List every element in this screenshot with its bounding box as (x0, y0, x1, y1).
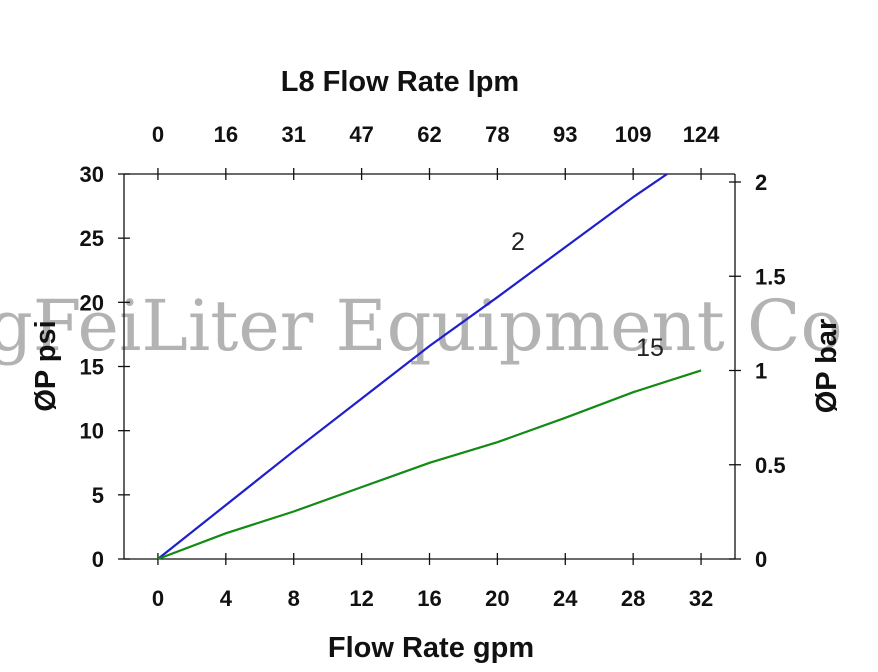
y2-tick-label: 0 (755, 547, 767, 572)
y2-tick-label: 1 (755, 359, 767, 384)
x2-tick-label: 124 (683, 122, 720, 147)
x-axis-label: Flow Rate gpm (328, 632, 534, 664)
watermark-text: gFeiLiter Equipment Co (0, 285, 843, 367)
x-tick-label: 4 (220, 586, 233, 611)
series-label-15: 15 (636, 334, 664, 362)
y-tick-label: 25 (80, 226, 104, 251)
y-tick-label: 0 (92, 547, 104, 572)
x-tick-label: 0 (152, 586, 164, 611)
y-tick-label: 15 (80, 355, 104, 380)
series-group: 2 15 (157, 173, 702, 561)
y2-tick-label: 2 (755, 170, 767, 195)
ticks: 0 4 8 12 16 20 24 28 320 16 31 47 62 78 93 109 124051015… (80, 122, 786, 611)
x2-tick-label: 109 (615, 122, 652, 147)
x2-tick-label: 78 (485, 122, 509, 147)
y-tick-label: 5 (92, 483, 104, 508)
y-axis-label: ØP psi (30, 320, 62, 411)
x-tick-label: 24 (553, 586, 578, 611)
chart-title: L8 Flow Rate lpm (281, 66, 519, 98)
x2-tick-label: 16 (214, 122, 238, 147)
y2-tick-label: 0.5 (755, 453, 786, 478)
x-tick-label: 28 (621, 586, 645, 611)
x-tick-label: 32 (689, 586, 713, 611)
y2-tick-label: 1.5 (755, 264, 786, 289)
x-tick-label: 12 (349, 586, 373, 611)
x-tick-label: 8 (288, 586, 300, 611)
x2-tick-label: 0 (152, 122, 164, 147)
x2-tick-label: 93 (553, 122, 577, 147)
y-tick-label: 30 (80, 162, 104, 187)
series-line-2 (157, 173, 668, 560)
y2-axis-label: ØP bar (811, 319, 843, 414)
x-tick-label: 20 (485, 586, 509, 611)
x2-tick-label: 62 (417, 122, 441, 147)
y-tick-label: 10 (80, 419, 104, 444)
x2-tick-label: 47 (349, 122, 373, 147)
x2-tick-label: 31 (281, 122, 305, 147)
series-label-2: 2 (511, 228, 525, 256)
series-line-15 (157, 369, 702, 561)
x-tick-label: 16 (417, 586, 441, 611)
y-tick-label: 20 (80, 290, 104, 315)
